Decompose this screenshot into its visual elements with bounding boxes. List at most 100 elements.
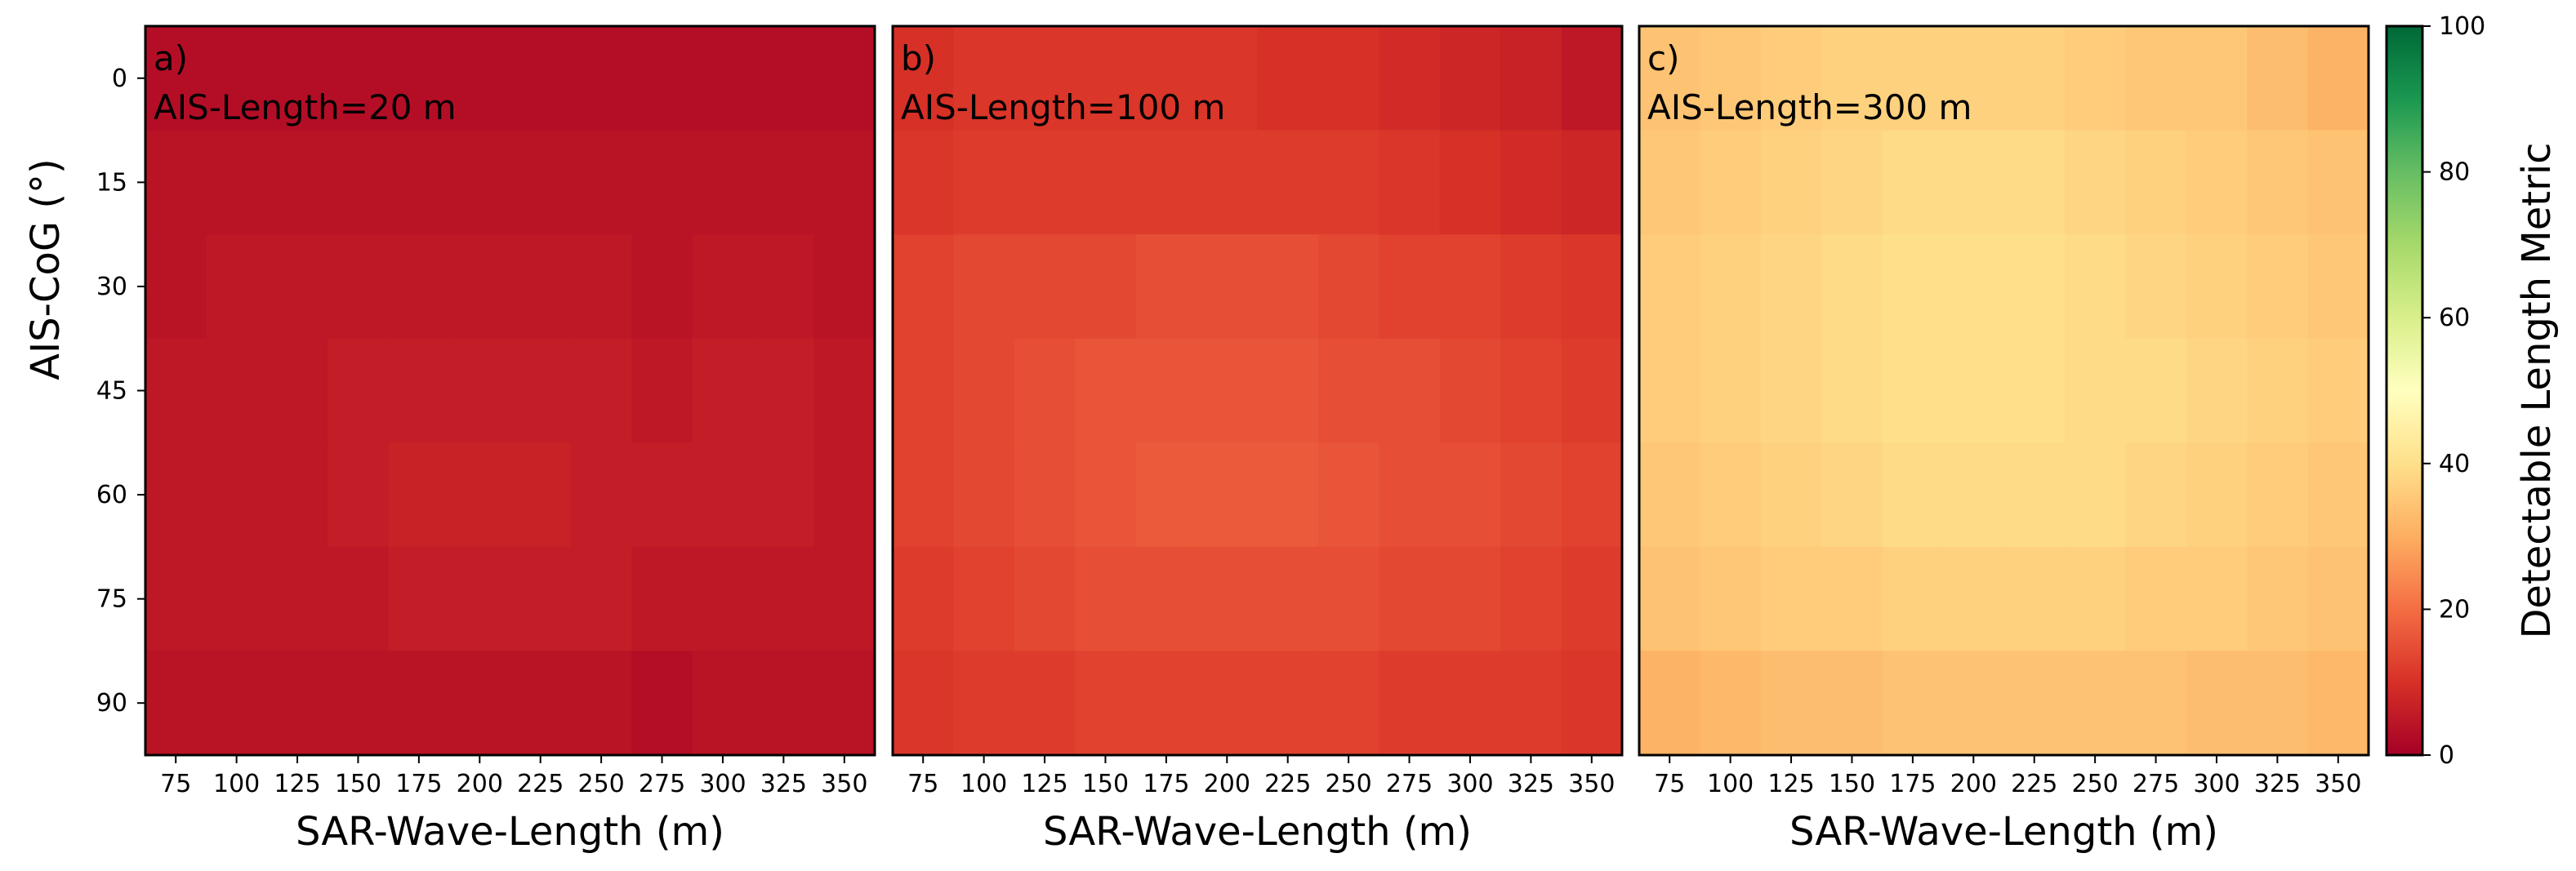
heatmap-cell (753, 546, 815, 652)
heatmap-cell (1439, 546, 1501, 652)
heatmap-cell (2064, 130, 2126, 235)
heatmap-cell (631, 130, 693, 235)
heatmap-cell (2064, 26, 2126, 131)
heatmap-cell (2064, 546, 2126, 652)
heatmap-cell (1639, 234, 1701, 340)
heatmap-cell (206, 546, 268, 652)
heatmap-cell (2064, 442, 2126, 548)
heatmap-cell (1257, 130, 1319, 235)
heatmap-cell (2247, 26, 2309, 131)
heatmap-cell (1500, 234, 1562, 340)
x-tick-label: 200 (1204, 770, 1250, 798)
heatmap-cell (2307, 130, 2369, 235)
heatmap-cell (388, 546, 450, 652)
heatmap-cell (1014, 338, 1076, 443)
heatmap-cell (1882, 442, 1944, 548)
heatmap-cell (1561, 442, 1623, 548)
heatmap-cell (1500, 442, 1562, 548)
heatmap-cell (753, 338, 815, 443)
heatmap-cell (692, 130, 754, 235)
heatmap-cell (266, 442, 328, 548)
heatmap-cell (328, 234, 390, 340)
heatmap-cell (2186, 26, 2248, 131)
heatmap-cell (2307, 338, 2369, 443)
x-tick-label: 150 (1082, 770, 1129, 798)
heatmap-cell (1943, 546, 2005, 652)
heatmap-cell (1760, 546, 1822, 652)
heatmap-cell (631, 338, 693, 443)
heatmap-cell (2125, 234, 2187, 340)
heatmap-cell (1500, 338, 1562, 443)
heatmap-cell (953, 546, 1015, 652)
heatmap-cell (953, 651, 1015, 756)
panel-frame-c (1638, 24, 2370, 757)
heatmap-cell (1014, 546, 1076, 652)
heatmap-cell (1379, 234, 1441, 340)
heatmap-cell (570, 651, 632, 756)
heatmap-cell (206, 442, 268, 548)
x-tick-label: 175 (395, 770, 442, 798)
heatmap-cell (692, 338, 754, 443)
heatmap-cell (570, 546, 632, 652)
heatmap-cell (206, 26, 268, 131)
heatmap-cell (2186, 338, 2248, 443)
x-tick-label: 175 (1143, 770, 1189, 798)
heatmap-cell (813, 546, 876, 652)
heatmap-cell (1197, 338, 1259, 443)
heatmap-cell (1760, 651, 1822, 756)
heatmap-cell (388, 234, 450, 340)
heatmap-cell (1317, 546, 1379, 652)
heatmap-cell (510, 130, 572, 235)
heatmap-cell (893, 130, 955, 235)
heatmap-cell (2125, 26, 2187, 131)
heatmap-cell (1561, 338, 1623, 443)
heatmap-cell (570, 26, 632, 131)
heatmap-cell (1639, 130, 1701, 235)
heatmap-cell (1135, 442, 1197, 548)
heatmap-cell (631, 442, 693, 548)
heatmap-cell (1943, 130, 2005, 235)
y-tick-label: 15 (96, 168, 127, 197)
heatmap-cell (953, 442, 1015, 548)
x-axis-title-a: SAR-Wave-Length (m) (296, 809, 724, 855)
heatmap-cell (2125, 546, 2187, 652)
heatmap-cell (1700, 234, 1762, 340)
heatmap-cell (1639, 651, 1701, 756)
heatmap-cell (1135, 546, 1197, 652)
heatmap-cell (953, 338, 1015, 443)
heatmap-cell (1943, 26, 2005, 131)
heatmap-cell (1760, 26, 1822, 131)
heatmap-cell (206, 130, 268, 235)
heatmap-cell (388, 338, 450, 443)
heatmap-cell (1561, 234, 1623, 340)
heatmap-cell (1379, 651, 1441, 756)
heatmap-cell (328, 338, 390, 443)
x-ticks-b: 75 100 125 150 175 200 225 250 275 300 325 350 (907, 755, 1615, 798)
heatmap-cell (1821, 130, 1883, 235)
heatmap-cell (1197, 26, 1259, 131)
heatmap-cell (2003, 26, 2066, 131)
colorbar-tick-label: 80 (2439, 158, 2470, 187)
heatmap-cell (1014, 130, 1076, 235)
heatmap-cell (510, 234, 572, 340)
heatmap-cell (2247, 546, 2309, 652)
heatmap-cell (1500, 546, 1562, 652)
heatmap-cell (266, 26, 328, 131)
heatmap-cell (1821, 234, 1883, 340)
heatmap-cell (1257, 234, 1319, 340)
heatmap-cell (145, 442, 207, 548)
x-tick-label: 350 (1568, 770, 1615, 798)
heatmap-cell (1943, 442, 2005, 548)
heatmap-cell (1561, 651, 1623, 756)
heatmap-cell (449, 338, 511, 443)
heatmap-cell (1135, 651, 1197, 756)
heatmap-cell (1075, 234, 1137, 340)
heatmap-cell (145, 130, 207, 235)
x-tick-label: 225 (1264, 770, 1311, 798)
heatmap-cell (1197, 546, 1259, 652)
heatmap-cell (1135, 26, 1197, 131)
heatmap-cell (1760, 442, 1822, 548)
colorbar-gradient (2385, 24, 2424, 757)
heatmap-cell (1439, 130, 1501, 235)
heatmap-cell (1135, 234, 1197, 340)
